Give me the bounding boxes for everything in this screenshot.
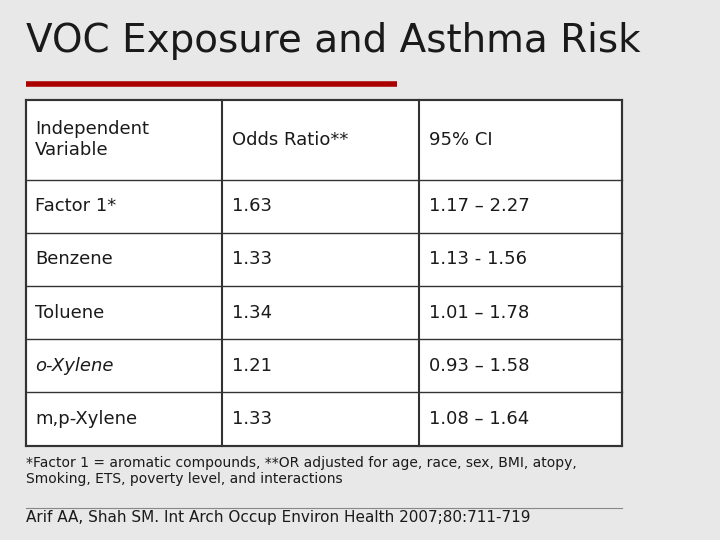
Text: 1.08 – 1.64: 1.08 – 1.64 bbox=[428, 410, 529, 428]
Text: 1.21: 1.21 bbox=[232, 357, 272, 375]
Text: 1.33: 1.33 bbox=[232, 410, 272, 428]
Text: 1.01 – 1.78: 1.01 – 1.78 bbox=[428, 303, 529, 322]
Text: 1.34: 1.34 bbox=[232, 303, 272, 322]
Text: *Factor 1 = aromatic compounds, **OR adjusted for age, race, sex, BMI, atopy,
Sm: *Factor 1 = aromatic compounds, **OR adj… bbox=[26, 456, 577, 487]
Text: 1.17 – 2.27: 1.17 – 2.27 bbox=[428, 197, 529, 215]
Text: o-Xylene: o-Xylene bbox=[35, 357, 114, 375]
FancyBboxPatch shape bbox=[26, 100, 622, 446]
Text: 1.33: 1.33 bbox=[232, 251, 272, 268]
Text: m,p-Xylene: m,p-Xylene bbox=[35, 410, 138, 428]
Text: Benzene: Benzene bbox=[35, 251, 113, 268]
Text: Arif AA, Shah SM. Int Arch Occup Environ Health 2007;80:711-719: Arif AA, Shah SM. Int Arch Occup Environ… bbox=[26, 510, 530, 525]
Text: VOC Exposure and Asthma Risk: VOC Exposure and Asthma Risk bbox=[26, 22, 640, 59]
Text: Odds Ratio**: Odds Ratio** bbox=[232, 131, 348, 149]
Text: Independent
Variable: Independent Variable bbox=[35, 120, 149, 159]
Text: 0.93 – 1.58: 0.93 – 1.58 bbox=[428, 357, 529, 375]
Text: 95% CI: 95% CI bbox=[428, 131, 492, 149]
Text: 1.13 - 1.56: 1.13 - 1.56 bbox=[428, 251, 527, 268]
Text: Toluene: Toluene bbox=[35, 303, 104, 322]
Text: Factor 1*: Factor 1* bbox=[35, 197, 117, 215]
Text: 1.63: 1.63 bbox=[232, 197, 272, 215]
